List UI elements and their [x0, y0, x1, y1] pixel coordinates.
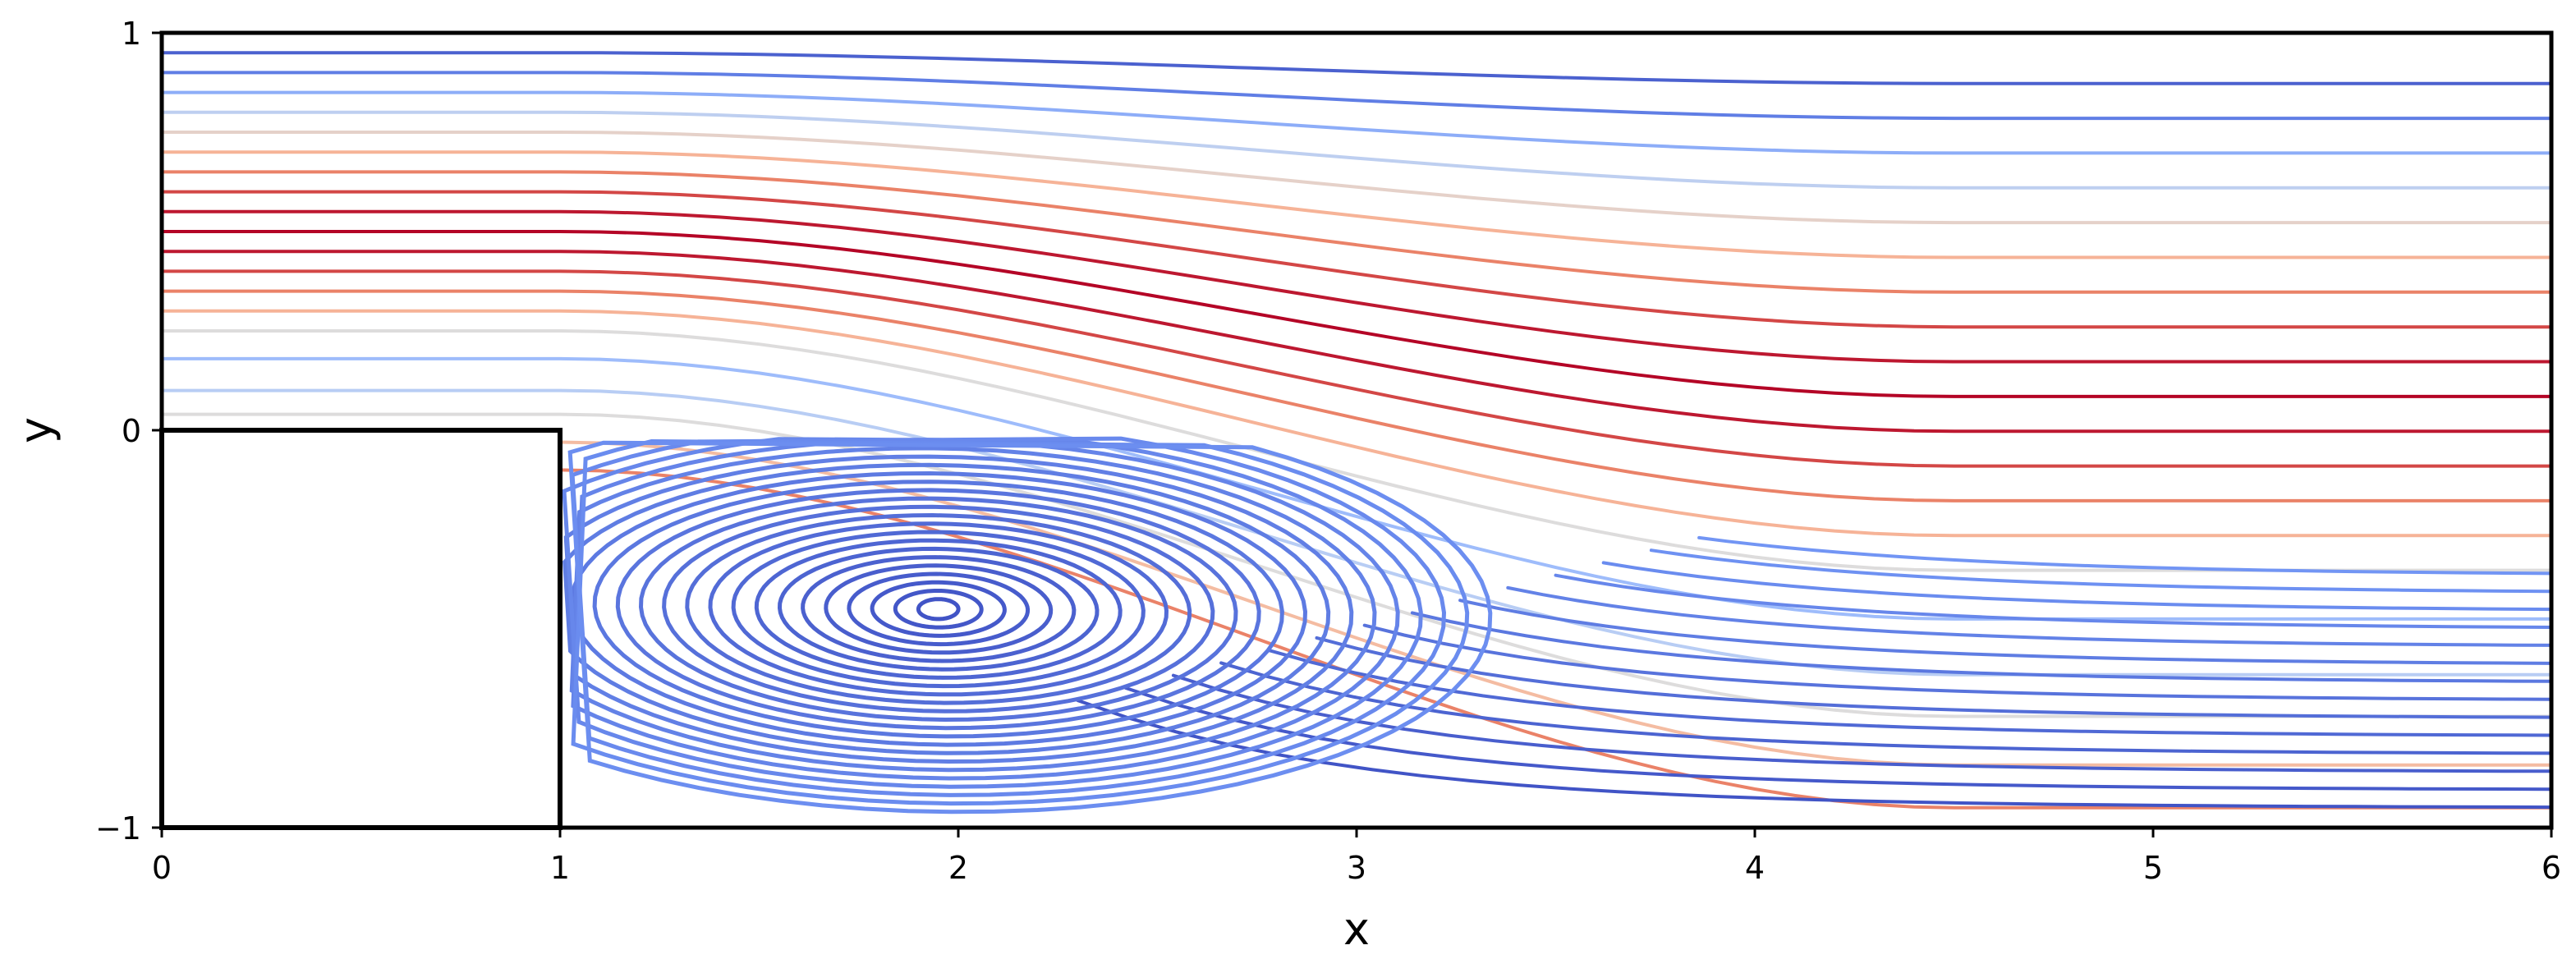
streamline-upper: [162, 289, 2551, 502]
streamline-lower: [1554, 573, 2551, 629]
streamline-upper: [162, 170, 2551, 294]
tick-marks: [152, 31, 2553, 837]
streamline-vortex: [893, 589, 984, 630]
streamline-upper: [162, 329, 2551, 572]
y-axis-label: y: [10, 417, 62, 443]
streamline-upper: [162, 388, 2551, 677]
x-tick-label-5: 5: [2143, 850, 2163, 886]
streamline-vortex: [570, 436, 1447, 797]
streamline-upper: [162, 71, 2551, 121]
streamline-upper: [162, 230, 2551, 398]
streamline-upper: [162, 131, 2551, 225]
x-tick-label-4: 4: [1745, 850, 1765, 886]
x-tick-label-6: 6: [2542, 850, 2561, 886]
streamline-upper: [162, 90, 2551, 155]
y-tick-label-0: −1: [95, 810, 141, 847]
streamline-lower: [1649, 548, 2551, 594]
streamline-upper: [162, 51, 2551, 85]
streamline-vortex: [638, 496, 1238, 723]
streamline-vortex: [777, 546, 1100, 672]
streamline-vortex: [562, 437, 1423, 789]
x-tick-label-0: 0: [152, 850, 172, 886]
y-tick-label-2: 1: [122, 16, 141, 52]
streamline-vortex: [801, 555, 1077, 663]
streamline-upper: [162, 309, 2551, 538]
streamline-vortex: [615, 488, 1261, 731]
streamline-lower: [1123, 686, 2551, 792]
streamline-lower: [1410, 611, 2551, 683]
streamline-vortex: [847, 571, 1031, 647]
streamline-upper: [162, 110, 2551, 190]
streamline-vortex: [916, 597, 961, 622]
streamline-vortex: [571, 438, 1470, 806]
step-obstacle: [159, 428, 562, 830]
streamline-upper: [162, 150, 2551, 259]
streamline-lower: [1315, 636, 2551, 719]
streamline-vortex: [685, 512, 1192, 705]
streamline-vortex: [754, 538, 1123, 680]
x-tick-label-3: 3: [1347, 850, 1366, 886]
streamline-vortex: [569, 446, 1377, 773]
streamline-lower: [1267, 649, 2551, 737]
streamline-vortex: [824, 563, 1054, 655]
streamline-upper: [162, 190, 2551, 329]
streamline-vortex: [662, 504, 1215, 714]
streamline-lower: [1219, 661, 2551, 755]
streamline-upper: [162, 250, 2551, 434]
streamline-upper: [162, 356, 2551, 621]
streamline-lower: [1171, 673, 2551, 773]
streamline-vortex: [731, 530, 1146, 689]
streamline-upper: [162, 412, 2551, 718]
streamline-lower: [1076, 699, 2551, 810]
streamline-lower: [1458, 599, 2551, 665]
streamline-vortex: [567, 440, 1493, 814]
streamline-upper: [162, 209, 2551, 364]
streamline-vortex: [592, 480, 1284, 739]
y-tick-label-1: 0: [122, 413, 141, 449]
streamlines-layer: [162, 51, 2551, 814]
x-tick-label-2: 2: [948, 850, 968, 886]
streamline-vortex: [708, 521, 1169, 697]
streamline-vortex: [870, 580, 1007, 638]
streamline-lower: [1362, 623, 2551, 701]
streamline-lower: [1506, 585, 2551, 647]
streamline-lower: [1601, 561, 2551, 612]
x-axis-label: x: [1343, 903, 1370, 955]
streamline-lower: [1697, 535, 2551, 576]
streamline-upper: [162, 269, 2551, 468]
x-tick-label-1: 1: [550, 850, 570, 886]
